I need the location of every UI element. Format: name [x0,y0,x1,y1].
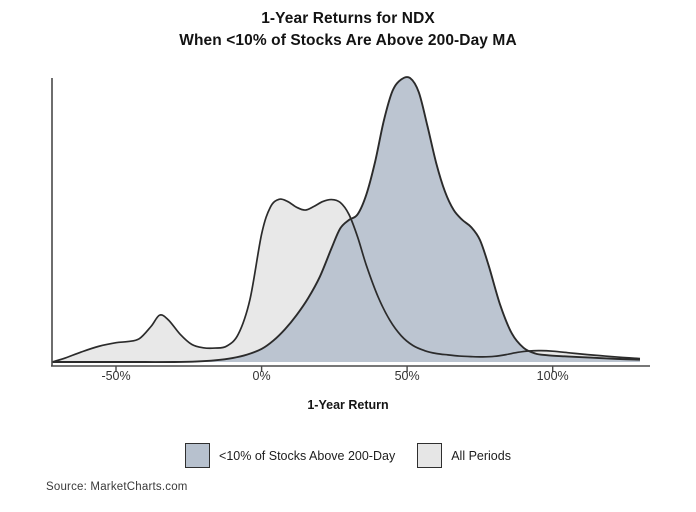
legend-item-all-periods[interactable]: All Periods [417,443,511,468]
x-tick-label: -50% [101,369,131,383]
legend-label-conditional: <10% of Stocks Above 200-Day [219,448,396,463]
legend-swatch-all-periods [417,443,443,468]
source-caption: Source: MarketCharts.com [46,481,188,493]
x-tick-label: 50% [394,369,420,383]
x-tick-label: 100% [536,369,569,383]
title-line-2: When <10% of Stocks Are Above 200-Day MA [179,32,517,49]
title-line-1: 1-Year Returns for NDX [261,10,435,27]
chart-legend: <10% of Stocks Above 200-Day All Periods [0,443,696,468]
legend-swatch-conditional [185,443,211,468]
legend-item-conditional[interactable]: <10% of Stocks Above 200-Day [185,443,395,468]
chart-title: 1-Year Returns for NDX When <10% of Stoc… [0,8,696,52]
x-axis-label: 1-Year Return [307,398,389,412]
x-tick-label: 0% [252,369,271,383]
legend-label-all-periods: All Periods [451,448,511,463]
